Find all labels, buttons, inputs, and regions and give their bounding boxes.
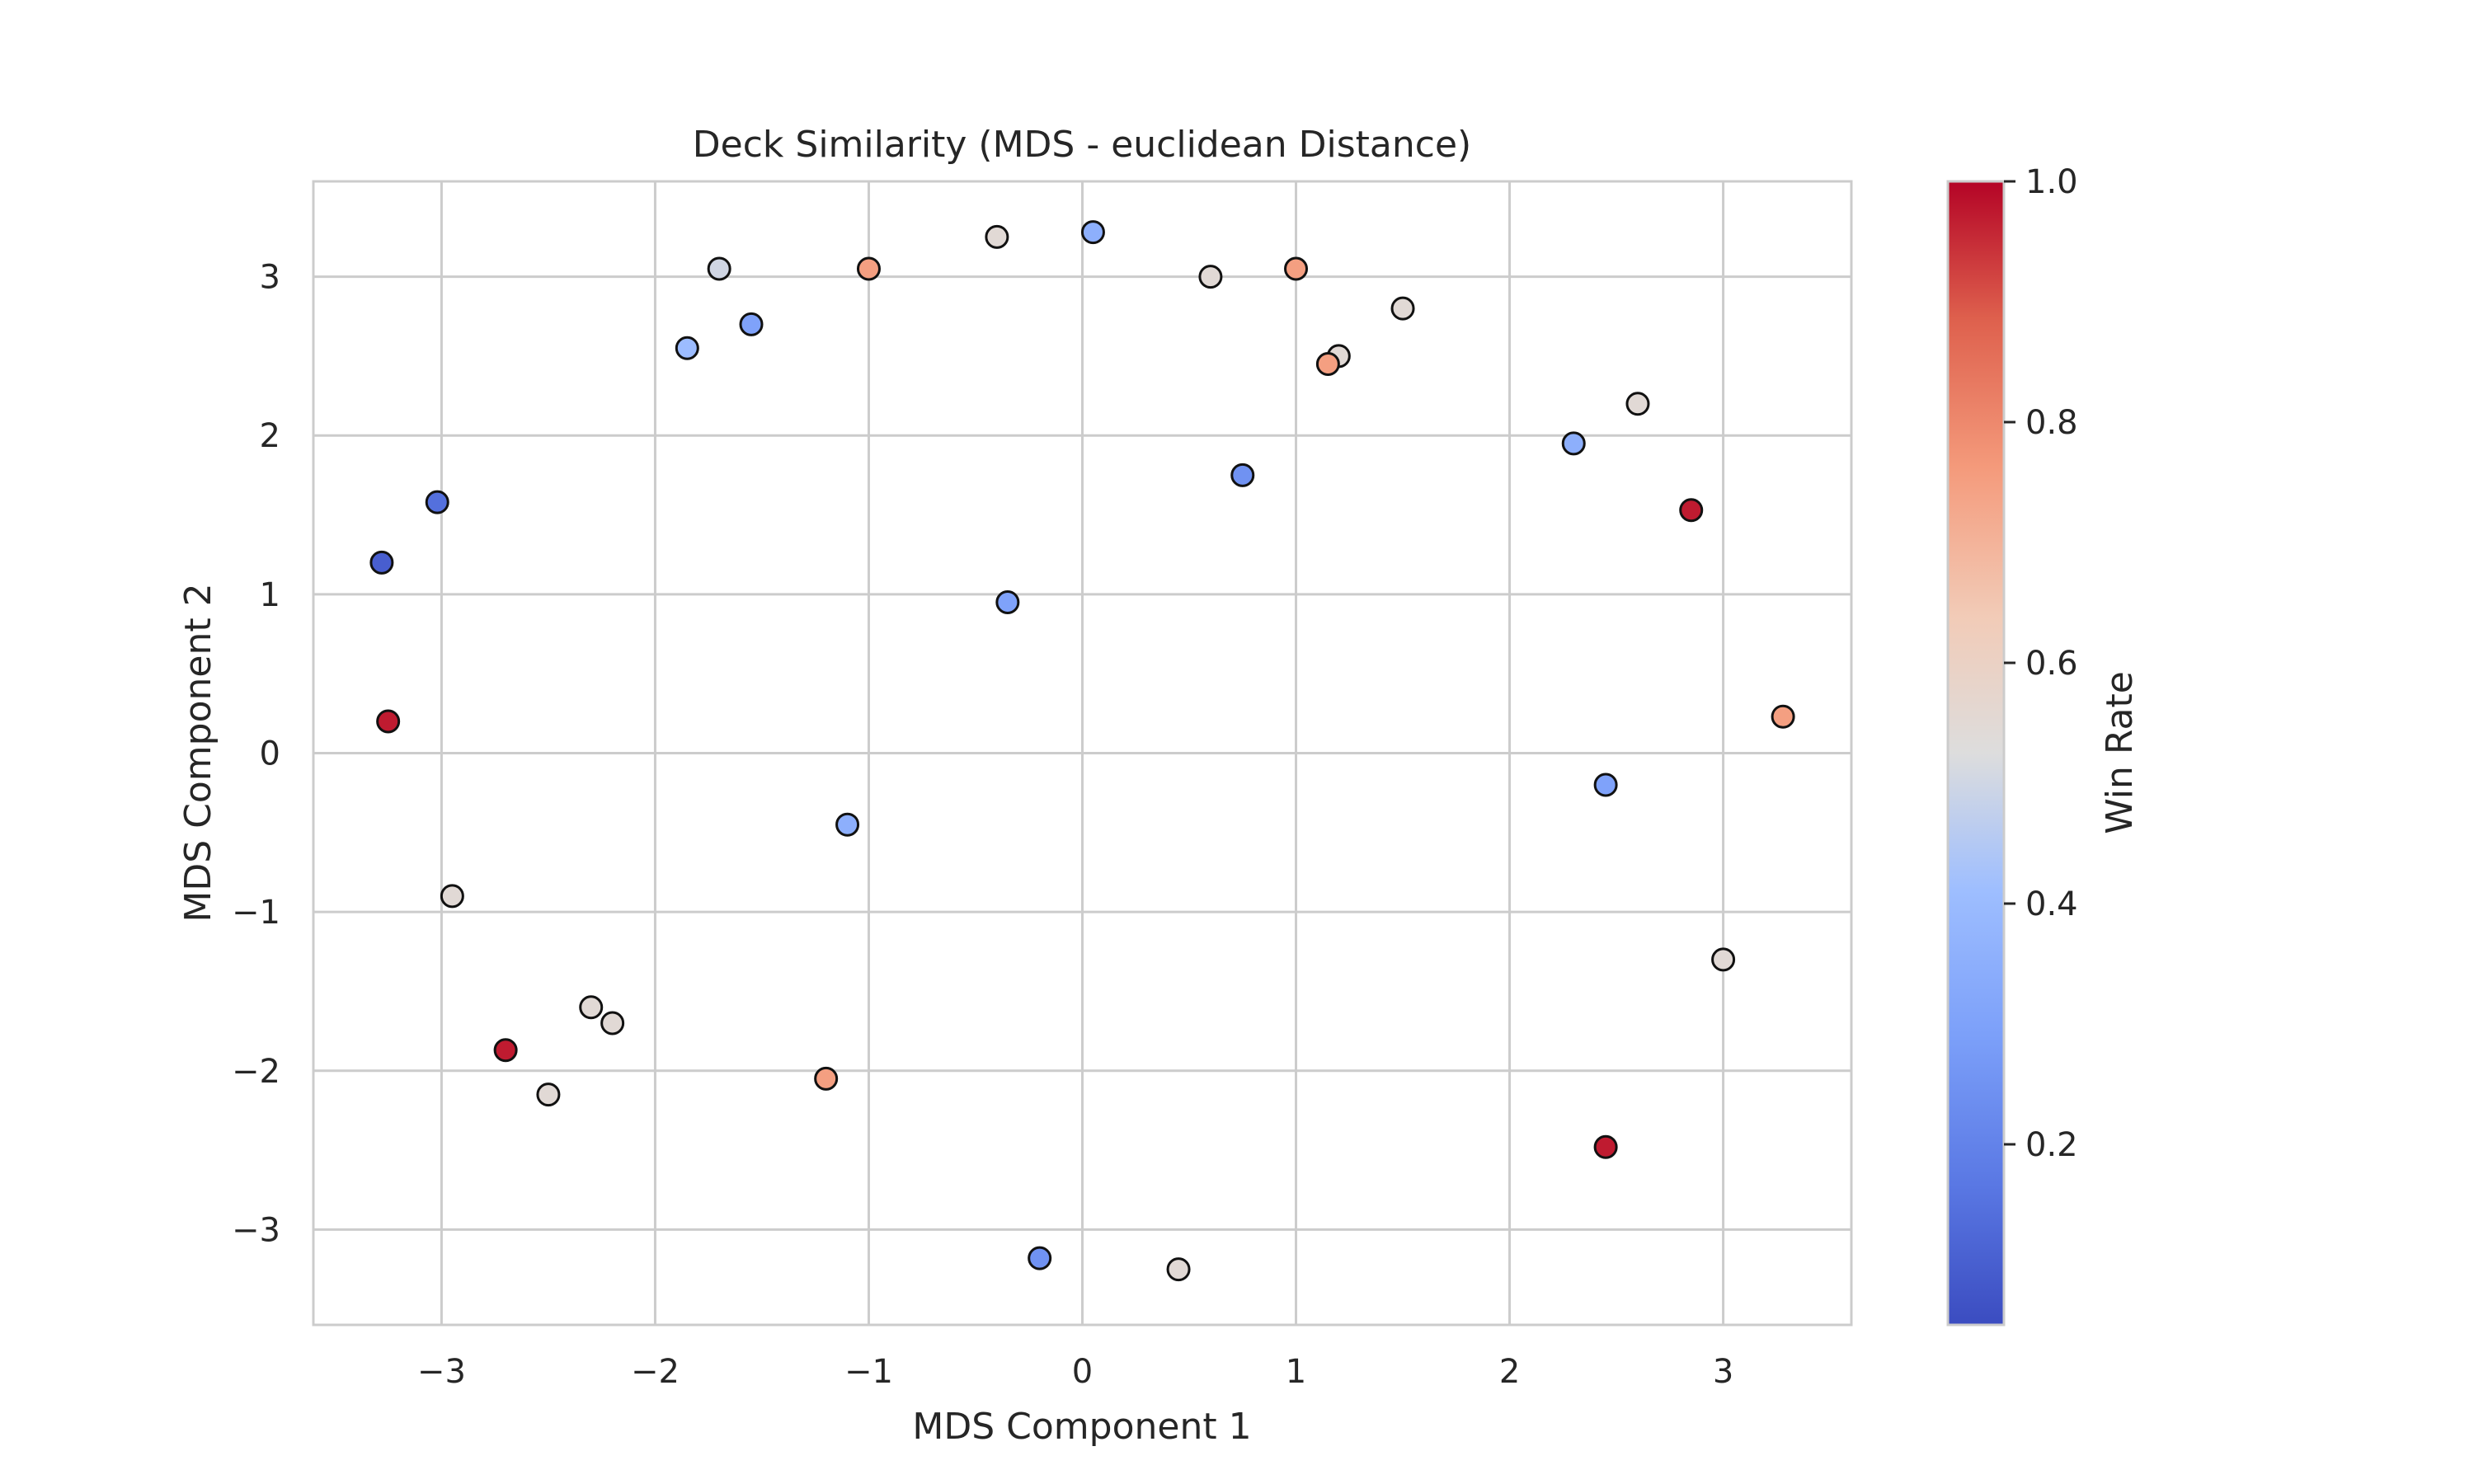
y-tick-label: −3: [232, 1211, 280, 1249]
data-point: [739, 312, 764, 336]
x-ticks: −3 −2 −1 0 1 2 3: [417, 1353, 1733, 1391]
x-tick-label: 2: [1499, 1353, 1520, 1391]
data-point: [856, 256, 881, 281]
x-axis-label: MDS Component 1: [912, 1406, 1251, 1448]
data-point: [536, 1082, 561, 1107]
y-axis-label: MDS Component 2: [177, 583, 219, 922]
chart-title: Deck Similarity (MDS - euclidean Distanc…: [693, 124, 1471, 166]
data-point: [579, 995, 604, 1020]
y-tick-label: 1: [260, 576, 280, 614]
data-point: [1028, 1246, 1052, 1270]
data-point: [1390, 296, 1415, 321]
data-point: [1625, 392, 1650, 416]
data-point: [1593, 773, 1618, 797]
y-tick-label: −1: [232, 894, 280, 932]
colorbar-tick-label: 0.2: [2025, 1126, 2078, 1164]
data-point: [1230, 463, 1255, 487]
y-tick-label: −2: [232, 1053, 280, 1091]
data-point: [1166, 1257, 1191, 1282]
colorbar-tick-label: 1.0: [2025, 163, 2078, 201]
y-tick-label: 0: [260, 735, 280, 773]
colorbar-tick-label: 0.8: [2025, 404, 2078, 442]
y-tick-label: 2: [260, 417, 280, 455]
data-point: [835, 812, 860, 837]
data-point: [707, 256, 731, 281]
data-point: [1080, 220, 1105, 245]
x-tick-label: 0: [1072, 1353, 1093, 1391]
data-point: [675, 336, 699, 360]
data-point: [493, 1038, 518, 1063]
colorbar-label: Win Rate: [2099, 671, 2141, 834]
colorbar-tick-label: 0.4: [2025, 885, 2078, 923]
data-point: [376, 709, 401, 734]
x-tick-label: 3: [1713, 1353, 1733, 1391]
colorbar-tick-label: 0.6: [2025, 645, 2078, 683]
data-points: [369, 220, 1795, 1282]
y-ticks: −3 −2 −1 0 1 2 3: [232, 259, 280, 1250]
data-point: [1771, 704, 1795, 729]
data-point: [440, 884, 464, 909]
data-point: [1561, 431, 1586, 456]
data-point: [369, 550, 394, 575]
data-point: [1198, 265, 1223, 289]
x-tick-label: −2: [631, 1353, 680, 1391]
plot-frame: [312, 180, 1853, 1327]
colorbar: [1946, 180, 2006, 1327]
x-tick-label: −3: [417, 1353, 466, 1391]
data-point: [985, 224, 1009, 249]
data-point: [425, 490, 449, 514]
x-tick-label: −1: [844, 1353, 893, 1391]
data-point: [1679, 498, 1704, 523]
grid: [313, 181, 1851, 1325]
data-point: [1284, 256, 1309, 281]
data-point: [600, 1011, 625, 1036]
data-point: [814, 1066, 839, 1091]
data-point: [1711, 947, 1736, 972]
y-tick-label: 3: [260, 259, 280, 297]
x-tick-label: 1: [1286, 1353, 1306, 1391]
data-point: [1315, 352, 1340, 377]
colorbar-ticks: 0.2 0.4 0.6 0.8 1.0: [2004, 163, 2078, 1164]
data-point: [1593, 1134, 1618, 1159]
data-point: [995, 589, 1020, 614]
